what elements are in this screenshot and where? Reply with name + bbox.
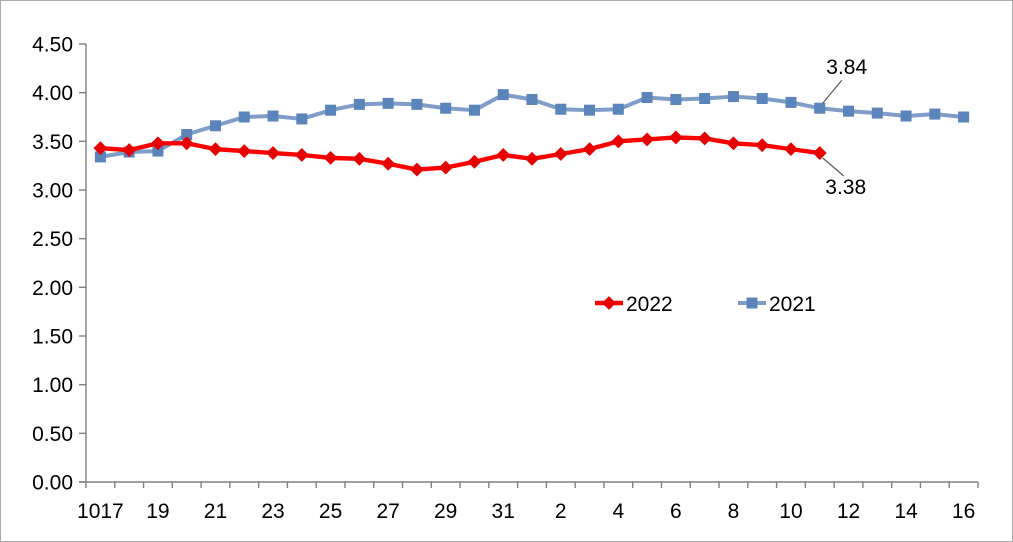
series-2021-marker	[584, 104, 596, 116]
y-axis-tick-label: 3.00	[32, 180, 73, 203]
annotation-leader-line	[822, 79, 843, 104]
series-2021-marker	[555, 103, 567, 115]
x-axis-tick-label: 6	[670, 500, 682, 523]
series-2022-marker	[352, 151, 367, 166]
series-2021-marker	[670, 93, 682, 105]
series-2022-marker	[323, 150, 338, 165]
series-2022-line	[98, 135, 822, 172]
series-2021-marker	[152, 145, 164, 157]
series-2022-marker	[553, 147, 568, 161]
series-2022-marker	[438, 160, 453, 175]
series-2022-marker	[266, 146, 280, 160]
series-2022-marker	[208, 142, 223, 157]
y-axis-tick-label: 1.00	[32, 374, 73, 397]
series-2022-marker	[784, 142, 798, 157]
x-axis-tick-label: 12	[837, 500, 860, 523]
series-2021-marker	[900, 110, 912, 122]
series-2022-marker	[611, 134, 626, 149]
series-2021-marker	[756, 93, 768, 105]
y-axis-tick-label: 4.50	[32, 34, 73, 57]
series-2022-marker	[755, 138, 770, 153]
legend-label-2021: 2021	[769, 293, 816, 316]
series-2021-marker	[468, 104, 480, 116]
x-axis-tick-label: 14	[894, 500, 918, 523]
series-2022-marker	[467, 154, 482, 169]
series-2021-marker	[958, 111, 970, 123]
series-2021-marker	[929, 108, 941, 120]
series-2021-marker	[612, 103, 624, 115]
series-2022-marker	[668, 130, 683, 145]
series-2021-marker	[497, 89, 509, 101]
x-axis-tick-label: 2	[555, 500, 567, 523]
series-2021-marker	[871, 107, 883, 119]
series-2022-marker	[726, 136, 741, 151]
x-axis-tick-label: 16	[952, 500, 975, 523]
series-2021-marker	[699, 93, 711, 105]
series-2022-marker	[582, 142, 597, 157]
x-axis-tick-label: 29	[434, 500, 457, 523]
series-2021-marker	[843, 105, 855, 117]
series-2021-marker	[746, 297, 758, 309]
series-2022-marker	[812, 146, 827, 160]
y-axis-tick-label: 2.00	[32, 277, 73, 300]
series-2021-marker	[267, 110, 279, 122]
y-axis-tick-label: 3.50	[32, 131, 73, 154]
series-2021-marker	[325, 104, 337, 116]
x-axis-tick-label: 27	[376, 500, 399, 523]
y-axis-tick-label: 2.50	[32, 228, 73, 251]
x-axis-tick-label: 21	[204, 500, 227, 523]
series-2021-marker	[181, 129, 193, 141]
y-axis-tick-label: 4.00	[32, 82, 73, 105]
x-axis-tick-label: 19	[146, 500, 169, 523]
series-2021-marker	[94, 151, 106, 163]
y-axis-tick-label: 0.50	[32, 423, 73, 446]
x-axis-tick-label: 8	[728, 500, 740, 523]
series-2022-marker	[237, 144, 252, 158]
x-axis-tick-label: 10	[779, 500, 802, 523]
x-axis-tick-label: 1017	[77, 500, 124, 523]
series-2021-marker	[411, 98, 423, 110]
y-axis-tick-label: 1.50	[32, 326, 73, 349]
series-2021-marker	[353, 98, 365, 110]
series-2022-marker	[525, 151, 539, 166]
series-2021-marker	[641, 92, 653, 104]
x-axis-tick-label: 23	[261, 500, 284, 523]
annotation-label: 3.38	[825, 176, 866, 199]
x-axis-tick-label: 4	[612, 500, 624, 523]
annotation-label: 3.84	[826, 56, 867, 79]
series-2022-marker	[602, 296, 616, 310]
series-2021-marker	[785, 96, 797, 108]
series-2021-marker	[440, 102, 452, 114]
series-2021-marker	[296, 113, 308, 125]
series-2021-marker	[382, 97, 394, 109]
x-axis-tick-label: 25	[319, 500, 342, 523]
series-2022-marker	[409, 162, 424, 177]
series-2022-marker	[496, 148, 511, 162]
legend-label-2022: 2022	[626, 293, 673, 316]
series-2022-marker	[294, 148, 309, 162]
series-2022-marker	[640, 132, 655, 147]
series-2021-marker	[526, 93, 538, 105]
series-2021-marker	[727, 91, 739, 103]
annotation-leader-line	[822, 157, 845, 177]
series-2021-marker	[814, 102, 826, 114]
x-axis-tick-label: 31	[492, 500, 515, 523]
series-2022-marker	[697, 131, 712, 146]
series-2021-marker	[238, 111, 250, 123]
y-axis-tick-label: 0.00	[32, 472, 73, 495]
series-2021-marker	[209, 120, 221, 132]
series-2022-marker	[381, 156, 396, 171]
